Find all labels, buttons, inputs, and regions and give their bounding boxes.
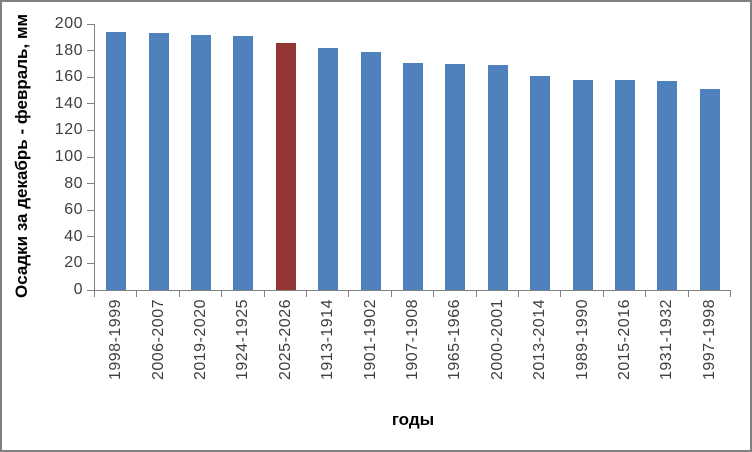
bar-2013-2014 bbox=[530, 75, 550, 290]
x-tick-label-1989-1990: 1989-1990 bbox=[574, 299, 591, 381]
y-tick-label: 60 bbox=[64, 201, 83, 219]
bar-1907-1908 bbox=[403, 62, 423, 290]
bar-1989-1990 bbox=[573, 79, 593, 290]
bar-2000-2001 bbox=[488, 65, 508, 290]
y-tick-label: 40 bbox=[64, 227, 83, 245]
y-tick-mark bbox=[87, 23, 94, 25]
x-tick-mark bbox=[221, 291, 222, 297]
x-tick-mark bbox=[645, 291, 646, 297]
y-tick-label: 100 bbox=[54, 148, 83, 165]
bar-1901-1902 bbox=[361, 51, 381, 290]
x-tick-mark bbox=[476, 291, 477, 297]
x-tick-mark bbox=[306, 291, 307, 297]
y-tick-mark bbox=[87, 262, 94, 264]
x-tick-mark bbox=[348, 291, 349, 297]
bar-2019-2020 bbox=[191, 34, 211, 290]
y-tick-label: 80 bbox=[64, 174, 83, 192]
bar-1913-1914 bbox=[318, 47, 338, 290]
x-tick-mark bbox=[136, 291, 137, 297]
y-tick-mark bbox=[87, 156, 94, 158]
bar-1924-1925 bbox=[233, 35, 253, 290]
y-tick-label: 120 bbox=[54, 121, 83, 139]
x-tick-mark bbox=[603, 291, 604, 297]
x-tick-label-2000-2001: 2000-2001 bbox=[489, 299, 506, 381]
x-tick-label-1997-1998: 1997-1998 bbox=[701, 299, 718, 381]
x-tick-mark bbox=[688, 291, 689, 297]
x-tick-mark bbox=[560, 291, 561, 297]
y-tick-mark bbox=[87, 183, 94, 185]
bar-1997-1998 bbox=[700, 89, 720, 290]
highlighted-bar-2025-2026 bbox=[276, 42, 296, 290]
x-tick-mark bbox=[179, 291, 180, 297]
x-tick-label-2019-2020: 2019-2020 bbox=[192, 299, 209, 381]
bar-1965-1966 bbox=[445, 63, 465, 290]
x-tick-label-1965-1966: 1965-1966 bbox=[446, 299, 463, 381]
x-tick-mark bbox=[433, 291, 434, 297]
y-tick-mark bbox=[87, 129, 94, 131]
x-tick-label-2013-2014: 2013-2014 bbox=[531, 299, 548, 381]
x-tick-label-2006-2007: 2006-2007 bbox=[150, 299, 167, 381]
y-tick-mark bbox=[87, 209, 94, 211]
y-tick-label: 20 bbox=[64, 254, 83, 272]
bar-1931-1932 bbox=[657, 81, 677, 290]
y-tick-mark bbox=[87, 236, 94, 238]
x-tick-label-1931-1932: 1931-1932 bbox=[658, 299, 675, 381]
y-tick-label: 200 bbox=[54, 15, 83, 32]
x-tick-label-1924-1925: 1924-1925 bbox=[234, 299, 251, 381]
bar-2006-2007 bbox=[149, 33, 169, 290]
x-tick-label-1907-1908: 1907-1908 bbox=[404, 299, 421, 381]
x-tick-mark bbox=[391, 291, 392, 297]
x-axis-title: годы bbox=[391, 410, 435, 429]
x-tick-label-1998-1999: 1998-1999 bbox=[107, 299, 124, 381]
y-tick-mark bbox=[87, 76, 94, 78]
y-tick-label: 140 bbox=[54, 94, 83, 112]
y-tick-mark bbox=[87, 103, 94, 105]
y-tick-label: 160 bbox=[54, 68, 83, 86]
y-tick-label: 180 bbox=[54, 41, 83, 59]
bar-1998-1999 bbox=[106, 31, 126, 290]
x-tick-mark bbox=[264, 291, 265, 297]
x-tick-mark bbox=[518, 291, 519, 297]
y-tick-mark bbox=[87, 50, 94, 52]
x-tick-label-2025-2026: 2025-2026 bbox=[277, 299, 294, 381]
y-tick-mark bbox=[87, 289, 94, 291]
x-tick-label-1913-1914: 1913-1914 bbox=[319, 299, 336, 381]
y-tick-label: 0 bbox=[73, 281, 83, 298]
bar-2015-2016 bbox=[615, 79, 635, 290]
x-tick-mark bbox=[730, 291, 731, 297]
x-axis-line bbox=[94, 290, 731, 291]
y-axis-line bbox=[94, 24, 95, 290]
x-tick-mark bbox=[94, 291, 95, 297]
x-tick-label-1901-1902: 1901-1902 bbox=[362, 299, 379, 381]
x-tick-label-2015-2016: 2015-2016 bbox=[616, 299, 633, 381]
